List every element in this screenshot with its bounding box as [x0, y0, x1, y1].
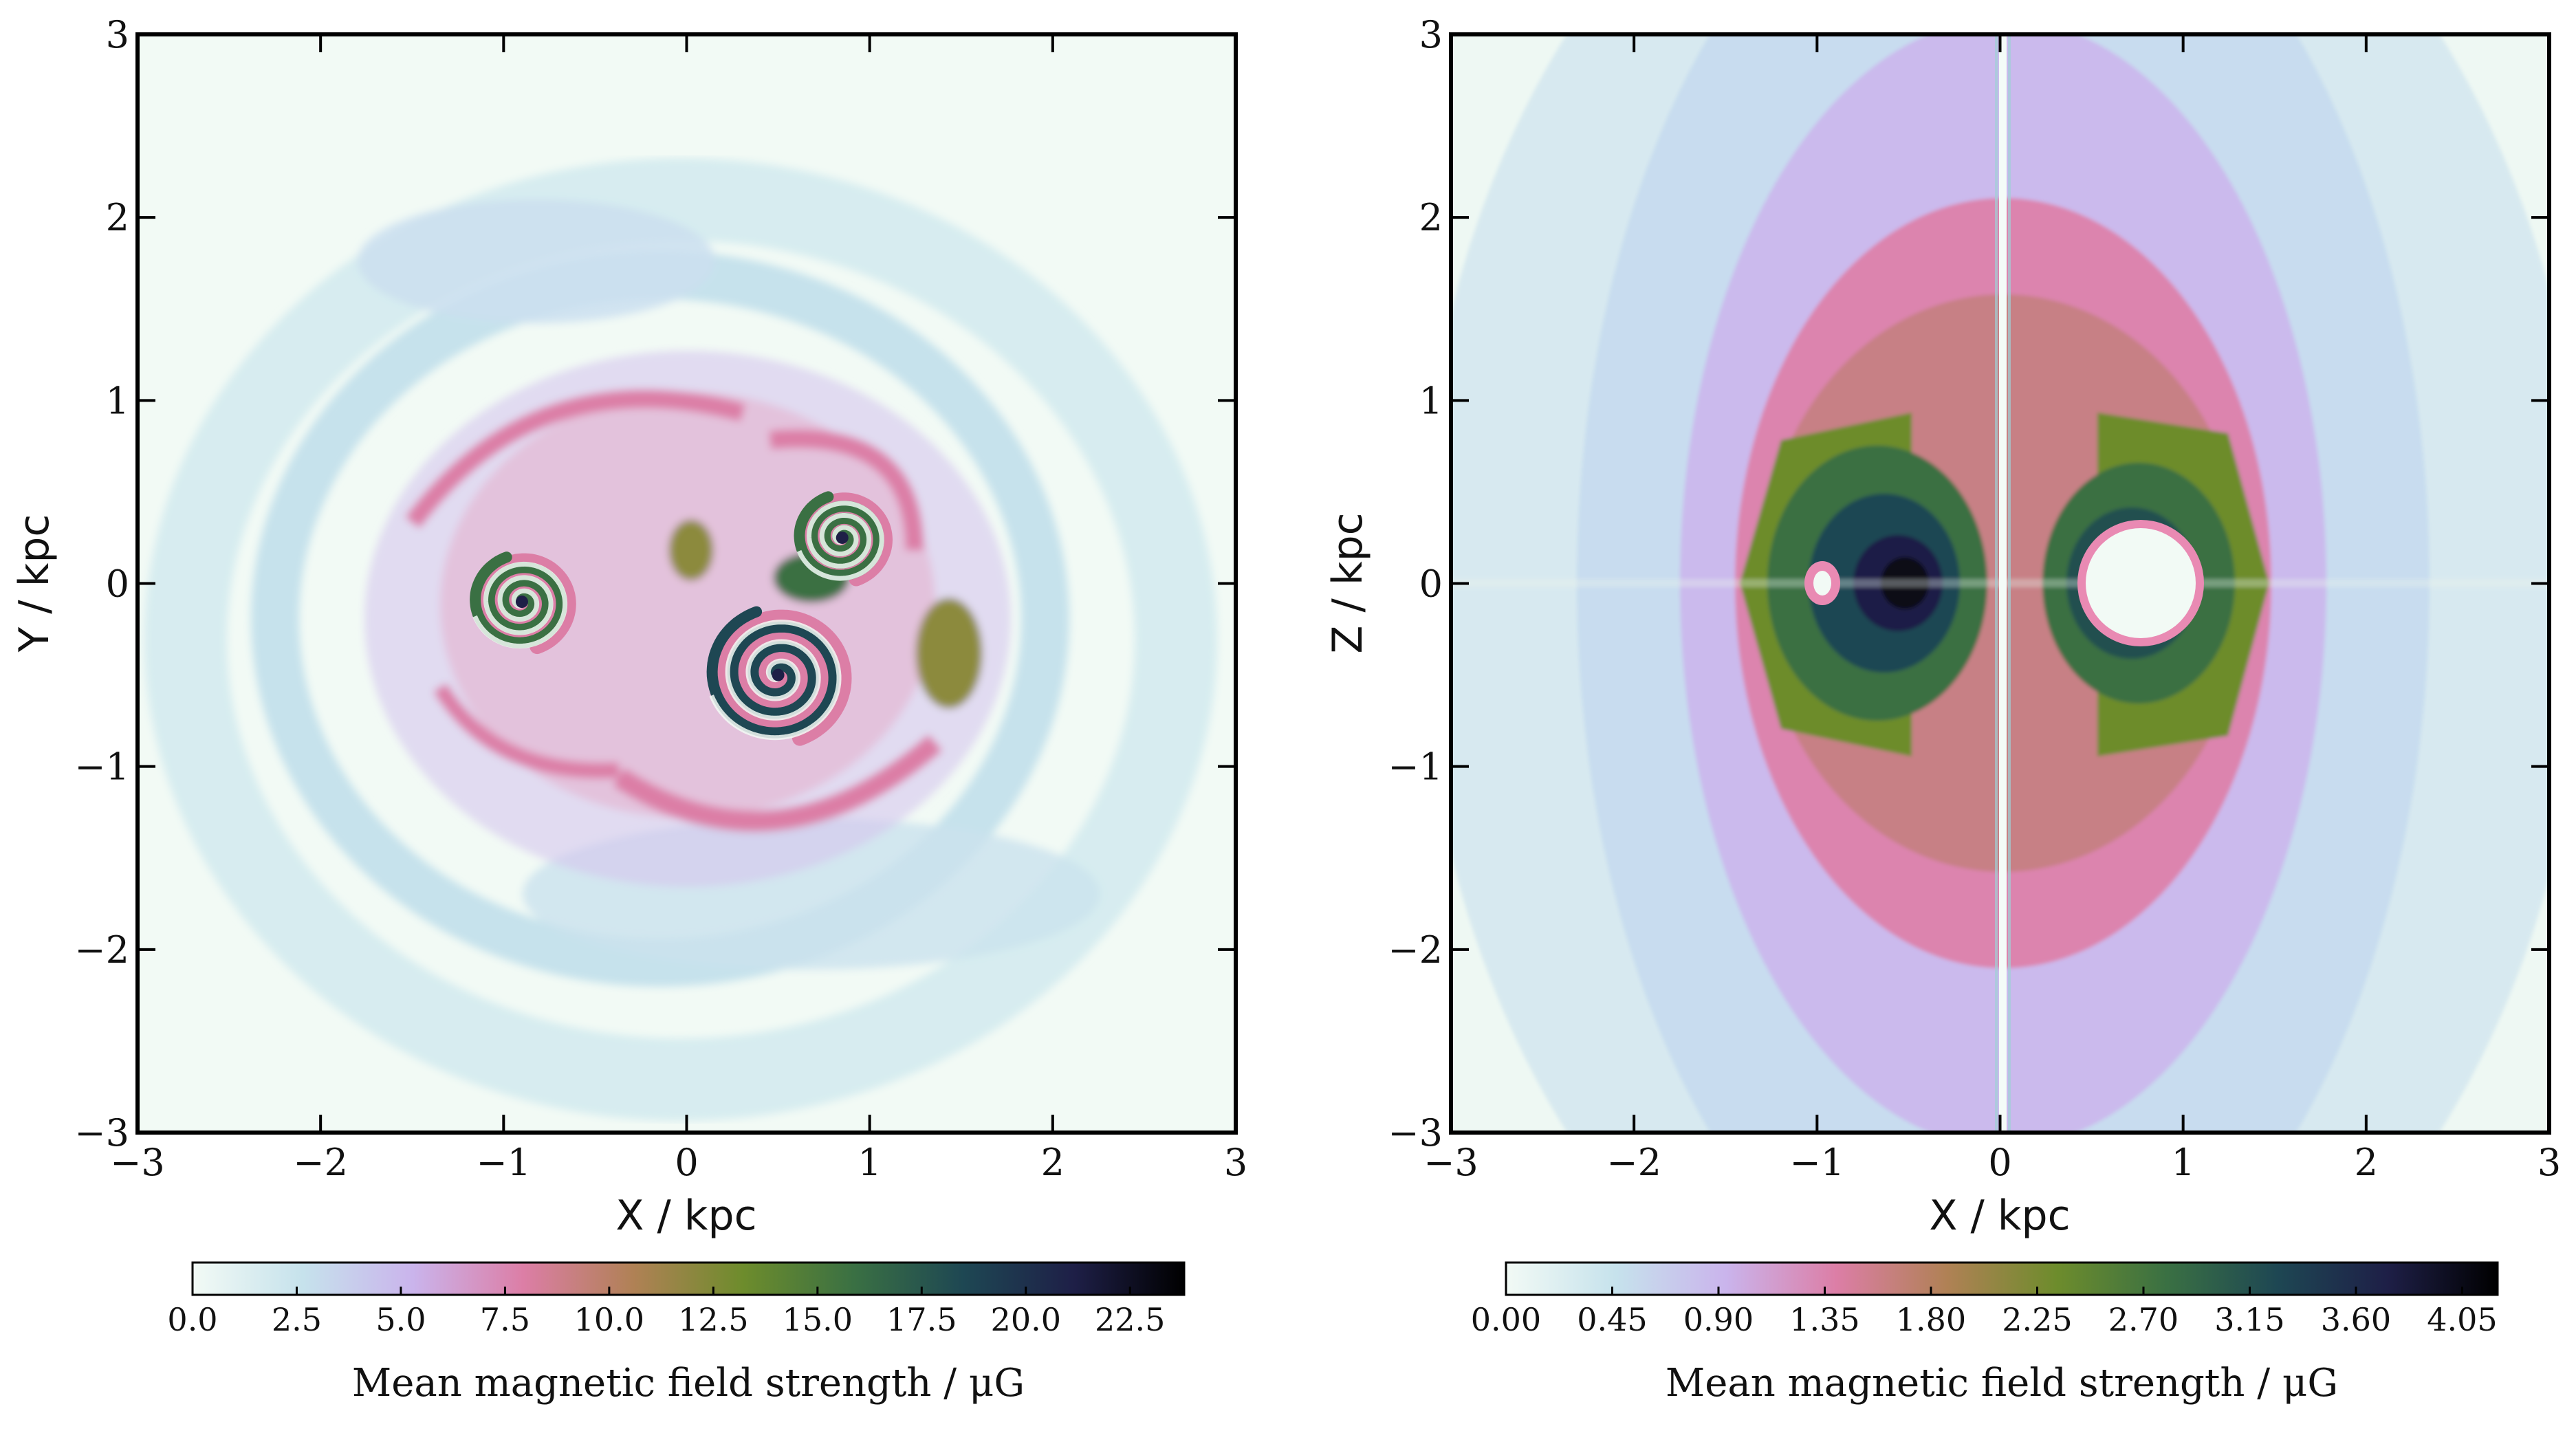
colorbar-tick-label: 22.5: [1095, 1301, 1165, 1338]
y-tick-label: −2: [1388, 928, 1443, 972]
colorbar-tick-label: 0.0: [167, 1301, 217, 1338]
colorbar-tick-label: 12.5: [678, 1301, 748, 1338]
colorbar-tick-label: 1.35: [1789, 1301, 1859, 1338]
heatmap-xy: [138, 34, 1236, 1133]
y-tick-label: −1: [1388, 745, 1443, 789]
x-tick-label: 3: [1224, 1141, 1247, 1184]
spiral-core: [836, 531, 849, 544]
colorbar-tick-label: 2.70: [2108, 1301, 2179, 1338]
x-tick-label: −3: [110, 1141, 165, 1184]
spiral-core: [515, 596, 528, 609]
null-line: [1999, 34, 2007, 1133]
colorbar-tick-label: 0.45: [1577, 1301, 1647, 1338]
x-tick-label: 1: [2171, 1141, 2194, 1184]
x-tick-label: 0: [1988, 1141, 2011, 1184]
y-axis-label-xz: Z / kpc: [1324, 512, 1372, 653]
x-tick-label: −1: [1790, 1141, 1845, 1184]
colorbar-ticks-xy: 0.0 2.5 5.0 7.5 10.0 12.5 15.0 17.5 20.0 22.5: [167, 1287, 1165, 1338]
x-tick-label: 2: [2355, 1141, 2378, 1184]
ticks-xz: −3 −2 −1 0 1 2 3 −3 −2 −1 0 1 2 3: [1388, 13, 2561, 1184]
y-tick-label: 1: [1419, 379, 1443, 422]
colorbar-label-xy: Mean magnetic field strength / μG: [352, 1361, 1025, 1406]
y-axis-label-xy: Y / kpc: [10, 514, 58, 653]
colorbar-tick-label: 4.05: [2427, 1301, 2497, 1338]
spiral-gap: [709, 620, 842, 741]
y-tick-label: 2: [106, 196, 129, 239]
spiral-gap: [796, 501, 884, 581]
heatmap-xz: [1451, 34, 2549, 1133]
y-tick-label: 3: [106, 13, 129, 56]
x-tick-label: 3: [2537, 1141, 2561, 1184]
colorbar-tick-label: 20.0: [991, 1301, 1061, 1338]
spiral-arm: [714, 609, 852, 746]
x-axis-label-xy: X / kpc: [615, 1192, 756, 1240]
x-tick-label: 0: [675, 1141, 698, 1184]
x-tick-label: −2: [293, 1141, 348, 1184]
spiral-arm: [474, 553, 576, 655]
x-tick-label: 2: [1041, 1141, 1065, 1184]
spiral-gap: [472, 561, 568, 649]
colorbar-xz: [1505, 1261, 2499, 1296]
hole-left: [1813, 571, 1831, 596]
y-tick-label: 0: [106, 562, 129, 606]
colorbar-label-xz: Mean magnetic field strength / μG: [1666, 1361, 2338, 1406]
ticks-xy: −3 −2 −1 0 1 2 3 −3 −2 −1 0 1 2 3: [74, 13, 1247, 1184]
colorbar-tick-label: 3.15: [2214, 1301, 2284, 1338]
panel-xy: −3 −2 −1 0 1 2 3 −3 −2 −1 0 1 2 3 X / kpc Y / kpc 0.0…: [10, 13, 1247, 1406]
colorbar-tick-label: 3.60: [2321, 1301, 2391, 1338]
x-tick-label: 1: [858, 1141, 881, 1184]
y-tick-label: −3: [74, 1111, 129, 1155]
spiral-arm: [798, 492, 893, 587]
colorbar-tick-label: 2.5: [272, 1301, 322, 1338]
colorbar-tick-label: 7.5: [480, 1301, 530, 1338]
colorbar-ticks-xz: 0.00 0.45 0.90 1.35 1.80 2.25 2.70 3.15 3.60 4.05: [1471, 1287, 2498, 1338]
y-tick-label: 0: [1419, 562, 1443, 606]
colorbar-tick-label: 5.0: [375, 1301, 426, 1338]
colorbar-tick-label: 10.0: [574, 1301, 644, 1338]
x-tick-label: −3: [1423, 1141, 1478, 1184]
hole-right: [2086, 528, 2196, 638]
spiral-core: [772, 668, 785, 681]
spiral-arm: [706, 606, 840, 739]
x-axis-label-xz: X / kpc: [1929, 1192, 2070, 1240]
spiral-arm: [794, 491, 884, 581]
y-tick-label: −2: [74, 928, 129, 972]
x-tick-label: −2: [1606, 1141, 1661, 1184]
colorbar-xy: [191, 1261, 1186, 1296]
colorbar-tick-label: 15.0: [783, 1301, 853, 1338]
colorbar-tick-label: 17.5: [886, 1301, 957, 1338]
colorbar-tick-label: 0.90: [1683, 1301, 1754, 1338]
y-tick-label: −3: [1388, 1111, 1443, 1155]
panel-xz: −3 −2 −1 0 1 2 3 −3 −2 −1 0 1 2 3 X / kpc Z / kpc 0.0…: [1324, 13, 2561, 1406]
colorbar-tick-label: 1.80: [1896, 1301, 1966, 1338]
spiral-arm: [470, 551, 567, 648]
y-tick-label: 3: [1419, 13, 1443, 56]
y-tick-label: −1: [74, 745, 129, 789]
x-tick-label: −1: [477, 1141, 532, 1184]
colorbar-tick-label: 0.00: [1471, 1301, 1541, 1338]
y-tick-label: 1: [106, 379, 129, 422]
y-tick-label: 2: [1419, 196, 1443, 239]
colorbar-tick-label: 2.25: [2002, 1301, 2072, 1338]
